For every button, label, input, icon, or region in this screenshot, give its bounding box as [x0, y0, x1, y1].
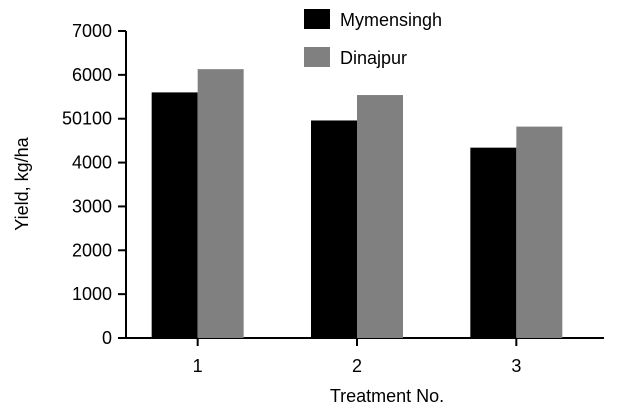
- bar-mymensingh-treatment-3: [470, 147, 517, 338]
- bars: [151, 69, 563, 339]
- y-tick-label: 3000: [72, 196, 112, 216]
- x-ticks: 1 2 3: [193, 338, 521, 376]
- bar-mymensingh-treatment-1: [151, 92, 198, 339]
- x-axis-label: Treatment No.: [330, 386, 444, 406]
- legend-label-dinajpur: Dinajpur: [340, 48, 407, 68]
- legend-swatch-mymensingh: [304, 9, 330, 29]
- y-tick-label: 2000: [72, 240, 112, 260]
- y-tick-label: 4000: [72, 153, 112, 173]
- x-tick-label: 3: [511, 356, 521, 376]
- y-ticks: 0 1000 2000 3000 4000 50100 6000 7000: [62, 21, 126, 348]
- legend-swatch-dinajpur: [304, 47, 330, 67]
- legend: Mymensingh Dinajpur: [304, 9, 442, 68]
- y-tick-label: 0: [102, 328, 112, 348]
- y-axis-label: Yield, kg/ha: [12, 136, 32, 230]
- y-tick-label: 1000: [72, 284, 112, 304]
- legend-label-mymensingh: Mymensingh: [340, 10, 442, 30]
- bar-dinajpur-treatment-1: [197, 69, 244, 339]
- bar-mymensingh-treatment-2: [311, 120, 357, 339]
- bar-dinajpur-treatment-3: [516, 126, 563, 338]
- x-tick-label: 1: [193, 356, 203, 376]
- y-tick-label: 50100: [62, 109, 112, 129]
- bar-dinajpur-treatment-2: [357, 95, 403, 338]
- y-tick-label: 6000: [72, 65, 112, 85]
- x-tick-label: 2: [352, 356, 362, 376]
- y-tick-label: 7000: [72, 21, 112, 41]
